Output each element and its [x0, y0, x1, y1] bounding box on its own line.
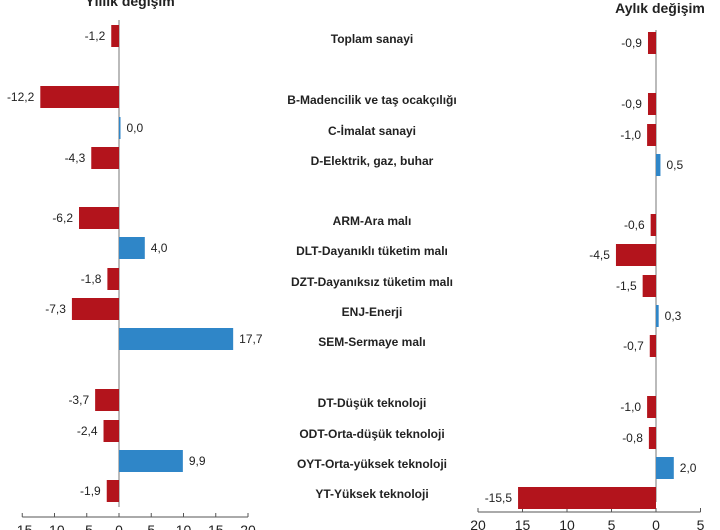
bar: [107, 268, 119, 290]
bar: [642, 275, 656, 297]
bar-value-label: -1,5: [616, 279, 637, 293]
bar-value-label: -4,3: [65, 151, 86, 165]
bar-value-label: -6,2: [52, 211, 73, 225]
bar: [647, 93, 656, 115]
bar: [649, 335, 656, 357]
x-tick-label: 20: [240, 522, 256, 530]
bar: [95, 389, 119, 411]
bar: [111, 25, 119, 47]
bar: [647, 396, 656, 418]
bar-value-label: 0,5: [666, 158, 683, 172]
bar: [119, 237, 145, 259]
bar-value-label: -15,5: [485, 491, 513, 505]
right-chart-title: Aylık değişim: [615, 0, 705, 16]
x-tick-label: 0: [652, 517, 660, 530]
category-label: DT-Düşük teknoloji: [318, 396, 427, 410]
category-label: OYT-Orta-yüksek teknoloji: [297, 457, 447, 471]
x-tick-label: 5: [697, 517, 705, 530]
bar: [656, 305, 659, 327]
bar-value-label: -0,9: [621, 36, 642, 50]
bar-value-label: -0,6: [624, 218, 645, 232]
bar-value-label: -0,8: [622, 431, 643, 445]
bar-value-label: -1,0: [620, 128, 641, 142]
bar-value-label: -0,9: [621, 97, 642, 111]
bar: [119, 450, 183, 472]
bar: [119, 328, 234, 350]
x-tick-label: 5: [608, 517, 616, 530]
x-tick-label: -15: [12, 522, 32, 530]
bar-value-label: -1,0: [620, 400, 641, 414]
bar-value-label: 4,0: [151, 241, 168, 255]
bar-value-label: 0,3: [665, 309, 682, 323]
category-label: DLT-Dayanıklı tüketim malı: [296, 244, 448, 258]
bar-value-label: 2,0: [680, 461, 697, 475]
bar-value-label: -0,7: [623, 339, 644, 353]
category-label: Toplam sanayi: [331, 32, 413, 46]
x-tick-label: 15: [208, 522, 224, 530]
bar: [103, 420, 119, 442]
category-label: ENJ-Enerji: [342, 305, 403, 319]
left-chart-title: Yıllık değişim: [85, 0, 174, 9]
category-label: SEM-Sermaye malı: [318, 335, 425, 349]
x-tick-label: 15: [515, 517, 531, 530]
bar: [656, 154, 661, 176]
category-label: C-İmalat sanayi: [328, 123, 416, 138]
bar-value-label: -12,2: [7, 90, 35, 104]
bar-value-label: -2,4: [77, 424, 98, 438]
x-tick-label: 10: [176, 522, 192, 530]
bar: [656, 457, 674, 479]
bar: [518, 487, 656, 509]
bar-value-label: 0,0: [127, 121, 144, 135]
bar-value-label: -1,9: [80, 484, 101, 498]
x-tick-label: 0: [115, 522, 123, 530]
category-label: D-Elektrik, gaz, buhar: [311, 154, 434, 168]
bar-value-label: -7,3: [45, 302, 66, 316]
bar: [648, 427, 656, 449]
bar: [71, 298, 119, 320]
bar: [40, 86, 120, 108]
x-tick-label: -10: [44, 522, 64, 530]
bar: [91, 147, 119, 169]
bar: [647, 124, 656, 146]
category-label: B-Madencilik ve taş ocakçılığı: [287, 93, 456, 107]
category-label: ARM-Ara malı: [333, 214, 412, 228]
bar: [647, 32, 656, 54]
x-tick-label: 10: [559, 517, 575, 530]
category-label: YT-Yüksek teknoloji: [315, 487, 428, 501]
bar-value-label: -4,5: [589, 248, 610, 262]
x-tick-label: -5: [81, 522, 94, 530]
bar-value-label: 17,7: [239, 332, 263, 346]
bar: [119, 117, 121, 139]
bar: [106, 480, 119, 502]
category-label: DZT-Dayanıksız tüketim malı: [291, 275, 453, 289]
bar-value-label: -1,8: [81, 272, 102, 286]
bar: [615, 244, 656, 266]
category-label: ODT-Orta-düşük teknoloji: [299, 427, 444, 441]
bar-value-label: -3,7: [68, 393, 89, 407]
x-tick-label: 20: [470, 517, 486, 530]
bar-value-label: -1,2: [85, 29, 106, 43]
bar: [650, 214, 656, 236]
bar-value-label: 9,9: [189, 454, 206, 468]
x-tick-label: 5: [147, 522, 155, 530]
bar: [79, 207, 119, 229]
